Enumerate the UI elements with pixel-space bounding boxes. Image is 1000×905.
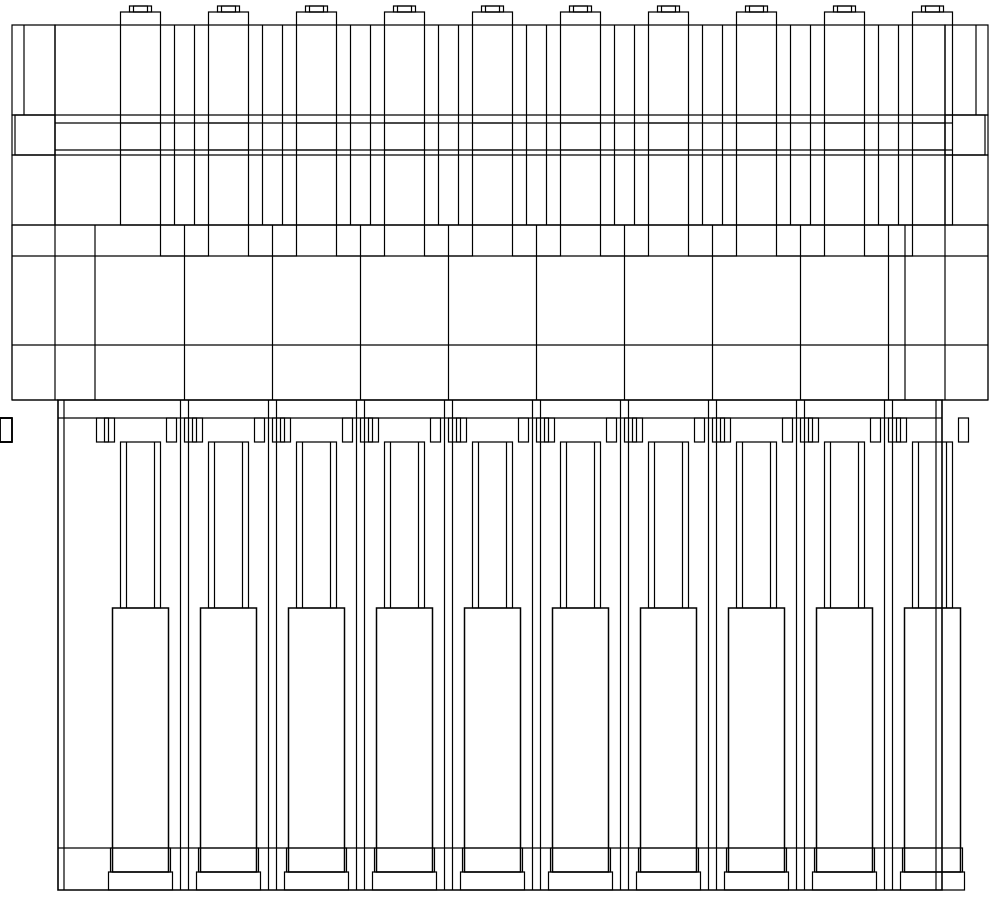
lower-block-6 — [641, 608, 697, 872]
pin-body-0 — [121, 12, 161, 225]
pin-body-2 — [297, 12, 337, 225]
foot-3 — [373, 872, 437, 890]
pin-body-8 — [825, 12, 865, 225]
foot-0 — [109, 872, 173, 890]
pin-cap-5 — [570, 6, 592, 12]
ear-right-low — [945, 155, 988, 225]
foot-5 — [549, 872, 613, 890]
pin-cap-9 — [922, 6, 944, 12]
lower-block-0 — [113, 608, 169, 872]
pin-cap-3 — [394, 6, 416, 12]
lower-block-8 — [817, 608, 873, 872]
pin-cap-1 — [218, 6, 240, 12]
lower-block-1 — [201, 608, 257, 872]
mid-flange — [12, 225, 988, 400]
pin-body-9 — [913, 12, 953, 225]
lower-block-3 — [377, 608, 433, 872]
ear-left-strip — [12, 115, 55, 155]
ear-left-low — [12, 155, 55, 225]
pin-cap-0 — [130, 6, 152, 12]
lower-block-5 — [553, 608, 609, 872]
pin-cap-6 — [658, 6, 680, 12]
foot-8 — [813, 872, 877, 890]
technical-drawing — [0, 0, 1000, 905]
pin-cap-4 — [482, 6, 504, 12]
lower-block-7 — [729, 608, 785, 872]
pin-cap-8 — [834, 6, 856, 12]
foot-6 — [637, 872, 701, 890]
foot-9 — [901, 872, 965, 890]
foot-2 — [285, 872, 349, 890]
pin-body-4 — [473, 12, 513, 225]
pin-cap-2 — [306, 6, 328, 12]
foot-1 — [197, 872, 261, 890]
ear-left-notch — [15, 115, 55, 155]
lower-block-4 — [465, 608, 521, 872]
ear-right-strip — [945, 115, 988, 155]
pin-cap-7 — [746, 6, 768, 12]
lower-block-9 — [905, 608, 961, 872]
lower-body-outline — [58, 400, 942, 890]
lower-block-2 — [289, 608, 345, 872]
ear-right-notch — [945, 115, 985, 155]
pin-body-5 — [561, 12, 601, 225]
pin-body-1 — [209, 12, 249, 225]
ear-right-top — [945, 25, 988, 115]
ear-left-top — [12, 25, 55, 115]
pin-body-7 — [737, 12, 777, 225]
foot-4 — [461, 872, 525, 890]
foot-7 — [725, 872, 789, 890]
pin-body-6 — [649, 12, 689, 225]
upper-body-block — [55, 25, 945, 225]
pin-body-3 — [385, 12, 425, 225]
